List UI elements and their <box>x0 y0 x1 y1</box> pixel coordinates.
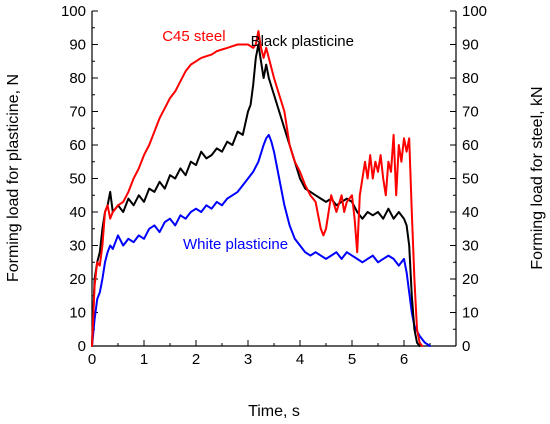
tick-group: 0 1 2 3 4 5 6010203040506070809010001020304050… <box>61 3 487 368</box>
y-left-tick-label: 90 <box>69 37 86 54</box>
series-group <box>91 30 431 347</box>
x-tick-label: 0 <box>88 351 96 368</box>
y-right-tick-label: 80 <box>462 70 479 87</box>
y-left-tick-label: 100 <box>61 3 86 20</box>
y-right-tick-label: 70 <box>462 104 479 121</box>
y-right-tick-label: 30 <box>462 238 479 255</box>
x-tick-label: 3 <box>244 351 252 368</box>
y-left-tick-label: 10 <box>69 305 86 322</box>
series-label-white-plasticine: White plasticine <box>183 236 288 253</box>
series-label-c45-steel: C45 steel <box>162 28 225 45</box>
y-left-tick-label: 70 <box>69 104 86 121</box>
series-line-white-plasticine <box>91 133 431 347</box>
y-left-tick-label: 30 <box>69 238 86 255</box>
y-right-tick-label: 100 <box>462 3 487 20</box>
x-axis-title: Time, s <box>248 403 300 420</box>
x-tick-label: 2 <box>192 351 200 368</box>
x-tick-label: 5 <box>348 351 356 368</box>
y-left-tick-label: 0 <box>78 338 86 355</box>
y-left-tick-label: 80 <box>69 70 86 87</box>
y-right-tick-label: 10 <box>462 305 479 322</box>
y-axis-right-title: Forming load for steel, kN <box>529 86 546 269</box>
y-right-tick-label: 60 <box>462 137 479 154</box>
series-label-group: C45 steel Black plasticine White plasticin… <box>162 28 354 253</box>
y-right-tick-label: 50 <box>462 171 479 188</box>
y-right-tick-label: 20 <box>462 271 479 288</box>
y-left-tick-label: 50 <box>69 171 86 188</box>
series-line-black-plasticine <box>91 43 421 347</box>
series-line-c45-steel <box>91 30 424 347</box>
y-right-tick-label: 90 <box>462 37 479 54</box>
y-right-tick-label: 0 <box>462 338 470 355</box>
y-left-tick-label: 20 <box>69 271 86 288</box>
chart-axes <box>91 11 457 347</box>
y-right-tick-label: 40 <box>462 204 479 221</box>
x-tick-label: 4 <box>296 351 304 368</box>
y-left-tick-label: 40 <box>69 204 86 221</box>
x-tick-label: 1 <box>140 351 148 368</box>
y-left-tick-label: 60 <box>69 137 86 154</box>
x-tick-label: 6 <box>400 351 408 368</box>
y-axis-left-title: Forming load for plasticine, N <box>5 74 22 282</box>
series-label-black-plasticine: Black plasticine <box>251 33 354 50</box>
